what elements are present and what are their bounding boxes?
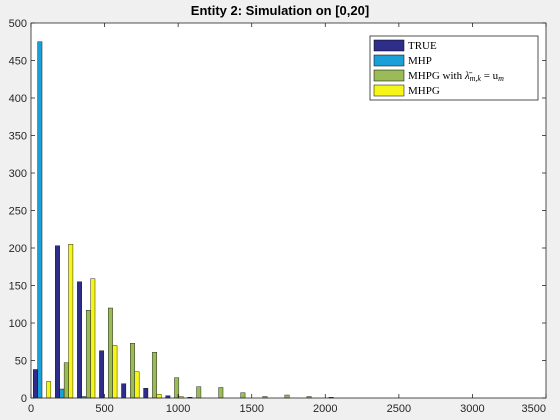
y-tick-label-3: 150 [9,281,27,293]
bar-series-0-bin-3 [99,350,105,399]
legend-swatch-true [373,39,405,52]
bar-series-2-bin-8 [240,392,246,399]
chart-title: Entity 2: Simulation on [0,20] [191,3,369,18]
bar-series-2-bin-2 [108,307,113,399]
legend-label-mhpg-u-prefix: MHPG with [408,70,465,82]
y-tick-label-4: 200 [9,243,27,255]
bar-series-2-bin-10 [284,394,290,399]
legend-label-mhpg-u: MHPG with λ̄m,k = um [408,70,504,83]
legend: TRUE MHP MHPG with λ̄m,k = um MHPG [369,35,539,101]
legend-swatch-mhp [373,54,405,67]
bar-series-0-bin-5 [143,388,149,399]
x-axis: 0 500 1000 1500 2000 2500 3000 3500 [28,23,547,415]
legend-label-mhpg-u-lambda: λ̄ [464,70,473,82]
legend-label-mhpg: MHPG [408,85,440,97]
bar-series-2-bin-7 [218,387,224,399]
legend-swatch-mhpg-u [373,69,405,82]
legend-label-mhpg-u-suffix: = u [481,70,499,82]
y-tick-label-10: 500 [9,18,27,30]
legend-label-mhpg-u-sub: m,k [470,74,482,83]
legend-label-mhp: MHP [408,55,432,67]
bar-series-0-bin-0 [33,369,38,399]
legend-label-true: TRUE [408,40,437,52]
y-axis: 0 50 100 150 200 250 300 350 400 450 500 [9,18,546,405]
bar-series-3-bin-5 [156,394,162,399]
y-tick-label-9: 450 [9,56,27,68]
y-tick-label-5: 250 [9,206,27,218]
legend-label-mhpg-u-sub2: m [498,74,504,83]
bar-series-2-bin-6 [196,386,202,399]
bar-series-3-bin-0 [46,381,52,399]
bar-series-2-bin-0 [63,362,69,399]
bar-series-3-bin-4 [134,371,140,399]
bar-series-0-bin-1 [55,245,60,399]
x-tick-label-3: 1500 [239,403,263,415]
x-tick-label-5: 2500 [387,403,411,415]
y-tick-label-8: 400 [9,93,27,105]
bar-series-1-bin-1 [59,388,65,399]
y-tick-label-2: 100 [9,318,27,330]
bar-series-0-bin-2 [77,281,82,399]
bar-series-3-bin-2 [90,278,96,399]
y-tick-label-0: 0 [21,393,27,405]
x-tick-label-1: 500 [95,403,113,415]
bar-series-0-bin-4 [121,383,127,399]
x-tick-label-0: 0 [28,403,34,415]
x-tick-label-4: 2000 [313,403,337,415]
x-tick-label-2: 1000 [166,403,190,415]
legend-swatch-mhpg [373,84,405,97]
bar-series-3-bin-1 [68,244,74,399]
y-tick-label-7: 350 [9,131,27,143]
x-tick-label-7: 3500 [522,403,546,415]
bar-series-2-bin-4 [152,352,157,399]
bar-series-2-bin-3 [130,343,135,399]
y-tick-label-1: 50 [15,356,27,368]
bar-series-2-bin-1 [85,310,91,399]
bar-series-1-bin-0 [37,41,43,399]
x-tick-label-6: 3000 [460,403,484,415]
bar-series-3-bin-3 [112,345,118,399]
bars-group [33,41,334,399]
y-tick-label-6: 300 [9,168,27,180]
